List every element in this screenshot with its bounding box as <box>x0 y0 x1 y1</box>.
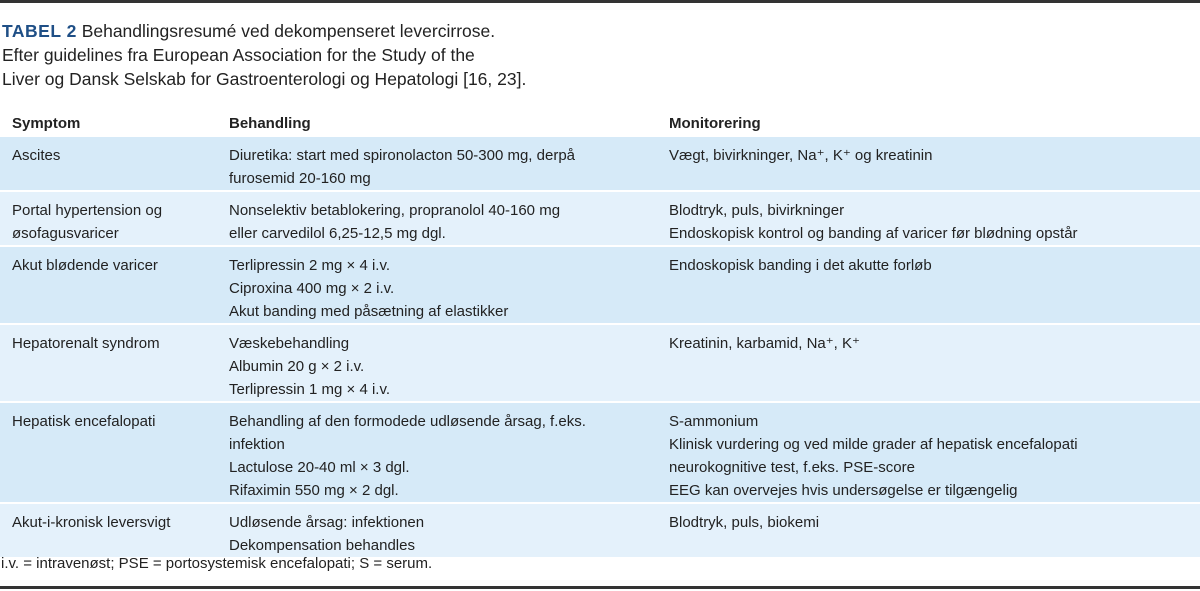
cell-behandling: Væskebehandling Albumin 20 g × 2 i.v. Terl… <box>229 324 669 403</box>
cell-behandling: Terlipressin 2 mg × 4 i.v. Ciproxina 400 … <box>229 246 669 325</box>
cell-monitorering: Kreatinin, karbamid, Na⁺, K⁺ <box>669 324 1200 403</box>
behandling-line: eller carvedilol 6,25-12,5 mg dgl. <box>229 225 446 242</box>
table-row: Hepatorenalt syndrom Væskebehandling Album… <box>0 324 1200 403</box>
table-caption: TABEL 2 Behandlingsresumé ved dekompense… <box>2 19 526 91</box>
symptom-line: Hepatisk encefalopati <box>12 413 156 430</box>
symptom-line: Akut blødende varicer <box>12 257 158 274</box>
behandling-line: Lactulose 20-40 ml × 3 dgl. <box>229 459 410 476</box>
header-behandling: Behandling <box>229 115 311 132</box>
caption-line-1: Behandlingsresumé ved dekompenseret leve… <box>81 21 496 41</box>
monitorering-line: Vægt, bivirkninger, Na⁺, K⁺ og kreatinin <box>669 147 933 164</box>
monitorering-line: Blodtryk, puls, bivirkninger <box>669 202 845 219</box>
table-row: Portal hypertension og øsofagusvaricer Non… <box>0 191 1200 247</box>
cell-symptom: Ascites <box>0 137 229 192</box>
symptom-line: Hepatorenalt syndrom <box>12 335 160 352</box>
cell-monitorering: Blodtryk, puls, biokemi <box>669 503 1200 559</box>
table-row: Akut blødende varicer Terlipressin 2 mg ×… <box>0 246 1200 325</box>
cell-symptom: Akut-i-kronisk leversvigt <box>0 503 229 559</box>
behandling-line: Udløsende årsag: infektionen <box>229 514 425 531</box>
behandling-line: Terlipressin 2 mg × 4 i.v. <box>229 257 391 274</box>
behandling-line: Dekompensation behandles <box>229 537 415 554</box>
symptom-line: øsofagusvaricer <box>12 225 119 242</box>
monitorering-line: Blodtryk, puls, biokemi <box>669 514 820 531</box>
cell-monitorering: S-ammonium Klinisk vurdering og ved milde… <box>669 402 1200 504</box>
behandling-line: Terlipressin 1 mg × 4 i.v. <box>229 381 391 398</box>
cell-behandling: Behandling af den formodede udløsende år… <box>229 402 669 504</box>
cell-behandling: Nonselektiv betablokering, propranolol 4… <box>229 191 669 247</box>
behandling-line: Rifaximin 550 mg × 2 dgl. <box>229 482 399 499</box>
top-rule <box>0 0 1200 3</box>
cell-behandling: Udløsende årsag: infektionen Dekompensati… <box>229 503 669 559</box>
behandling-line: Væskebehandling <box>229 335 350 352</box>
cell-symptom: Portal hypertension og øsofagusvaricer <box>0 191 229 247</box>
behandling-line: Albumin 20 g × 2 i.v. <box>229 358 365 375</box>
table-row: Ascites Diuretika: start med spironolacto… <box>0 137 1200 192</box>
table-body: Ascites Diuretika: start med spironolacto… <box>0 137 1200 559</box>
bottom-rule <box>0 586 1200 589</box>
caption-line-2: Efter guidelines fra European Associatio… <box>2 45 475 65</box>
behandling-line: infektion <box>229 436 285 453</box>
treatment-table: Symptom Behandling Monitorering Ascites D… <box>0 111 1200 559</box>
header-symptom: Symptom <box>12 115 81 132</box>
monitorering-line: Kreatinin, karbamid, Na⁺, K⁺ <box>669 335 860 352</box>
behandling-line: Diuretika: start med spironolacton 50-30… <box>229 147 576 164</box>
table-row: Hepatisk encefalopati Behandling af den f… <box>0 402 1200 504</box>
table-number: TABEL 2 <box>2 21 77 41</box>
cell-symptom: Hepatorenalt syndrom <box>0 324 229 403</box>
cell-symptom: Akut blødende varicer <box>0 246 229 325</box>
symptom-line: Ascites <box>12 147 61 164</box>
behandling-line: Ciproxina 400 mg × 2 i.v. <box>229 280 395 297</box>
monitorering-line: Endoskopisk kontrol og banding af varice… <box>669 225 1078 242</box>
cell-behandling: Diuretika: start med spironolacton 50-30… <box>229 137 669 192</box>
cell-monitorering: Endoskopisk banding i det akutte forløb <box>669 246 1200 325</box>
behandling-line: Akut banding med påsætning af elastikker <box>229 303 509 320</box>
cell-monitorering: Blodtryk, puls, bivirkninger Endoskopisk … <box>669 191 1200 247</box>
monitorering-line: S-ammonium <box>669 413 759 430</box>
symptom-line: Portal hypertension og <box>12 202 163 219</box>
header-monitorering: Monitorering <box>669 115 761 132</box>
caption-line-3: Liver og Dansk Selskab for Gastroenterol… <box>2 69 527 89</box>
table-row: Akut-i-kronisk leversvigt Udløsende årsag… <box>0 503 1200 559</box>
behandling-line: Behandling af den formodede udløsende år… <box>229 413 586 430</box>
monitorering-line: Klinisk vurdering og ved milde grader af… <box>669 436 1078 453</box>
cell-monitorering: Vægt, bivirkninger, Na⁺, K⁺ og kreatinin <box>669 137 1200 192</box>
footnote: i.v. = intravenøst; PSE = portosystemisk… <box>1 555 433 572</box>
monitorering-line: Endoskopisk banding i det akutte forløb <box>669 257 932 274</box>
cell-symptom: Hepatisk encefalopati <box>0 402 229 504</box>
monitorering-line: neurokognitive test, f.eks. PSE-score <box>669 459 915 476</box>
monitorering-line: EEG kan overvejes hvis undersøgelse er t… <box>669 482 1018 499</box>
header-row: Symptom Behandling Monitorering <box>0 111 1200 137</box>
behandling-line: Nonselektiv betablokering, propranolol 4… <box>229 202 561 219</box>
symptom-line: Akut-i-kronisk leversvigt <box>12 514 171 531</box>
behandling-line: furosemid 20-160 mg <box>229 170 371 187</box>
